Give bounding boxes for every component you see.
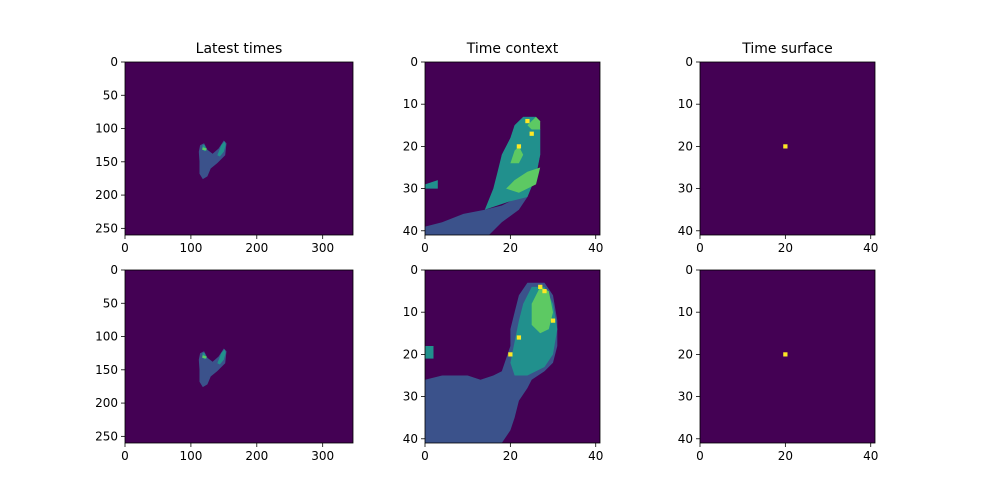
x-tick-label: 40 <box>863 241 878 255</box>
x-tick-label: 200 <box>245 449 268 463</box>
y-tick-label: 0 <box>685 55 693 69</box>
bright-pixel <box>542 288 547 294</box>
y-tick-label: 250 <box>95 221 118 235</box>
y-tick-label: 40 <box>403 432 418 446</box>
x-tick-label: 40 <box>863 449 878 463</box>
heatmap-image <box>700 270 875 443</box>
y-tick-label: 30 <box>403 390 418 404</box>
context-region-4 <box>527 116 541 130</box>
y-tick-label: 20 <box>403 139 418 153</box>
panel-4: 0 100 200 300 0 50 100 150 200 250 <box>95 263 354 463</box>
axes-frame <box>424 269 601 444</box>
hot-pixel <box>783 352 788 357</box>
y-tick-label: 100 <box>95 330 118 344</box>
x-tick-label: 20 <box>778 241 793 255</box>
y-tick-label: 20 <box>403 347 418 361</box>
context-region-2 <box>531 286 553 334</box>
x-tick-label: 300 <box>311 241 334 255</box>
heatmap-image <box>700 62 875 235</box>
axes-frame <box>124 61 354 236</box>
bright-pixel <box>525 118 530 124</box>
heatmap-image <box>125 62 353 235</box>
x-tick-label: 40 <box>588 449 603 463</box>
heatmap-background <box>125 62 353 235</box>
y-tick-label: 150 <box>95 155 118 169</box>
heatmap-image <box>425 270 600 443</box>
y-tick-label: 200 <box>95 188 118 202</box>
axes-frame <box>699 269 876 444</box>
bright-pixel <box>529 131 534 136</box>
axes-frame <box>699 61 876 236</box>
panel-1: 0 100 200 300 0 50 100 150 200 250 Latest times <box>95 41 354 255</box>
heatmap-background <box>125 270 353 443</box>
context-region-2 <box>506 167 541 193</box>
context-region-3 <box>425 346 434 359</box>
axes-frame <box>424 61 601 236</box>
x-tick-label: 0 <box>696 449 704 463</box>
bright-pixel <box>508 352 513 357</box>
x-tick-label: 200 <box>245 241 268 255</box>
y-tick-label: 30 <box>403 182 418 196</box>
y-tick-label: 50 <box>103 88 118 102</box>
bright-pixel <box>516 144 522 149</box>
x-tick-label: 20 <box>778 449 793 463</box>
y-tick-label: 10 <box>678 305 693 319</box>
y-tick-label: 0 <box>685 263 693 277</box>
y-tick-label: 40 <box>678 224 693 238</box>
x-tick-label: 20 <box>503 449 518 463</box>
panel-title: Latest times <box>196 41 283 57</box>
context-region-3 <box>510 146 524 164</box>
event-blob-2 <box>217 349 226 365</box>
y-tick-label: 20 <box>678 139 693 153</box>
x-tick-label: 0 <box>421 241 429 255</box>
y-tick-label: 0 <box>110 263 118 277</box>
y-tick-label: 0 <box>410 263 418 277</box>
x-tick-label: 20 <box>503 241 518 255</box>
y-tick-label: 10 <box>403 97 418 111</box>
x-tick-label: 100 <box>179 241 202 255</box>
x-tick-label: 100 <box>179 449 202 463</box>
context-region-5 <box>425 180 438 189</box>
x-tick-label: 40 <box>588 241 603 255</box>
y-tick-label: 0 <box>110 55 118 69</box>
y-tick-label: 40 <box>403 224 418 238</box>
x-tick-label: 0 <box>121 241 129 255</box>
event-blob-2 <box>217 141 226 157</box>
x-tick-label: 0 <box>696 241 704 255</box>
y-tick-label: 100 <box>95 122 118 136</box>
y-tick-label: 30 <box>678 390 693 404</box>
x-tick-label: 300 <box>311 449 334 463</box>
bright-pixel <box>550 318 556 323</box>
axes-frame <box>124 269 354 444</box>
y-tick-label: 10 <box>678 97 693 111</box>
y-tick-label: 40 <box>678 432 693 446</box>
y-tick-label: 200 <box>95 396 118 410</box>
y-tick-label: 10 <box>403 305 418 319</box>
panel-title: Time context <box>466 41 559 57</box>
y-tick-label: 30 <box>678 182 693 196</box>
hot-pixel <box>783 144 788 149</box>
panel-title: Time surface <box>741 41 832 57</box>
y-tick-label: 0 <box>410 55 418 69</box>
event-blob-3 <box>202 147 207 151</box>
event-blob-3 <box>202 355 207 359</box>
x-tick-label: 0 <box>421 449 429 463</box>
heatmap-image <box>425 62 600 235</box>
y-tick-label: 250 <box>95 429 118 443</box>
y-tick-label: 50 <box>103 296 118 310</box>
x-tick-label: 0 <box>121 449 129 463</box>
heatmap-image <box>125 270 353 443</box>
bright-pixel <box>538 284 543 289</box>
y-tick-label: 20 <box>678 347 693 361</box>
bright-pixel <box>516 335 522 340</box>
y-tick-label: 150 <box>95 363 118 377</box>
